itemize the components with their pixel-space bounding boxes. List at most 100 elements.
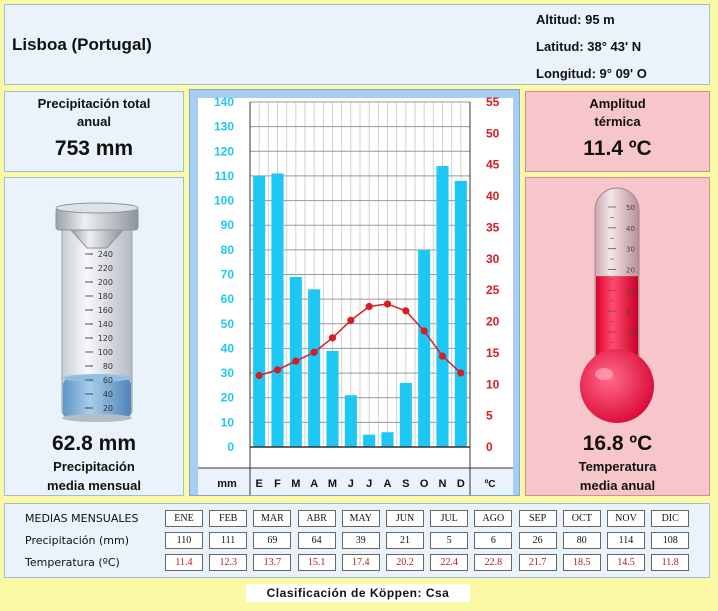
month-label: J (348, 478, 354, 490)
month-label: J (366, 478, 372, 490)
koppen-classification: Clasificación de Köppen: Csa (246, 584, 470, 602)
right-unit-label: ºC (485, 479, 496, 490)
right-tick-label: 20 (486, 315, 500, 329)
longitude-label: Longitud: 9° 09' O (536, 66, 647, 81)
left-tick-label: 30 (221, 366, 235, 380)
precipitation-cell: 5 (430, 532, 469, 549)
thermometer-tick-label: 40 (626, 225, 635, 233)
gauge-tick-label: 60 (103, 376, 113, 385)
left-tick-label: 40 (221, 341, 235, 355)
precipitation-row-label: Precipitación (mm) (25, 534, 130, 547)
precipitation-bar (344, 395, 357, 447)
temperature-point (310, 348, 318, 356)
thermometer-bulb (580, 349, 654, 423)
mean-precipitation-label-line2: media mensual (47, 478, 141, 493)
temperature-point (273, 366, 282, 374)
precipitation-bar (326, 350, 339, 447)
left-tick-label: 120 (214, 144, 234, 158)
thermometer-tick-label: -10 (626, 329, 637, 337)
left-tick-label: 130 (214, 120, 234, 134)
temperature-point (438, 352, 447, 360)
month-header-cell: MAY (341, 510, 380, 527)
right-tick-label: 40 (486, 189, 500, 203)
mean-precipitation-panel: 240 220 200 180 160 140 120 100 80 60 40 20 62.8 mm… (4, 177, 184, 496)
thermal-range-title-line2: térmica (594, 114, 641, 129)
total-precipitation-title-line2: anual (77, 114, 111, 129)
left-tick-label: 10 (221, 415, 235, 429)
right-tick-label: 5 (486, 409, 493, 423)
climate-chart-panel: 0 10 20 30 40 50 60 70 80 90 100 110 120 130 140 0 5 10 15… (189, 89, 520, 496)
month-label: S (402, 478, 409, 490)
precipitation-bar (399, 382, 412, 447)
precipitation-cell: 39 (341, 532, 380, 549)
mean-temperature-label-line1: Temperatura (578, 459, 657, 474)
gauge-tick-label: 100 (98, 348, 113, 357)
month-header-cell: SEP (518, 510, 557, 527)
monthly-means-table: MEDIAS MENSUALES Precipitación (mm) Temp… (4, 503, 710, 578)
header-panel: Lisboa (Portugal) Altitud: 95 m Latitud:… (4, 4, 710, 85)
precipitation-cell: 64 (297, 532, 336, 549)
right-tick-label: 25 (486, 283, 500, 297)
month-header-cell: ABR (297, 510, 336, 527)
temperature-cell: 20.2 (386, 554, 424, 571)
precipitation-cell: 108 (651, 532, 690, 549)
temperature-cell: 22.4 (430, 554, 469, 571)
left-tick-label: 100 (214, 194, 234, 208)
month-header-cell: JUL (430, 510, 469, 527)
gauge-tick-label: 40 (103, 390, 113, 399)
right-tick-label: 30 (486, 252, 500, 266)
month-header-cell: AGO (474, 510, 513, 527)
precipitation-bar (454, 180, 467, 447)
thermometer-tick-label: 10 (626, 287, 635, 295)
temperature-cell: 17.4 (341, 554, 380, 571)
precipitation-bar (253, 175, 266, 447)
month-label: A (384, 478, 392, 490)
temperature-point (420, 327, 428, 335)
month-header-cell: OCT (562, 510, 601, 527)
temperature-cell: 14.5 (607, 554, 645, 571)
precipitation-cell: 69 (253, 532, 292, 549)
thermometer-tick-label: 50 (626, 204, 635, 212)
gauge-tick-label: 160 (98, 306, 113, 315)
month-label: A (310, 478, 318, 490)
total-precipitation-title-line1: Precipitación total (37, 96, 151, 111)
temperature-cell: 12.3 (209, 554, 248, 571)
month-label: D (457, 478, 465, 490)
right-tick-label: 0 (486, 440, 493, 454)
precipitation-bar (271, 173, 284, 447)
month-label: O (420, 478, 429, 490)
gauge-tick-label: 220 (98, 264, 113, 273)
right-tick-label: 45 (486, 158, 500, 172)
right-tick-label: 55 (486, 95, 500, 109)
gauge-tick-label: 80 (103, 362, 113, 371)
temperature-row-label: Temperatura (ºC) (25, 556, 120, 569)
temperature-point (383, 300, 392, 308)
temperature-point (255, 371, 263, 380)
right-tick-label: 35 (486, 220, 500, 234)
month-label: M (291, 478, 300, 490)
temperature-point (402, 307, 410, 315)
left-tick-label: 50 (221, 317, 235, 331)
right-tick-label: 15 (486, 346, 500, 360)
temperature-cell: 13.7 (253, 554, 292, 571)
right-tick-label: 10 (486, 377, 500, 391)
month-header-cell: MAR (253, 510, 292, 527)
temperature-point (347, 316, 355, 324)
total-precipitation-panel: Precipitación total anual 753 mm (4, 91, 184, 172)
gauge-tick-label: 200 (98, 278, 113, 287)
precipitation-bar (381, 432, 394, 447)
precipitation-bar (308, 289, 321, 447)
gauge-tick-label: 240 (98, 250, 113, 259)
precipitation-bar (418, 249, 431, 447)
right-tick-label: 50 (486, 126, 500, 140)
temperature-point (457, 369, 465, 377)
climate-chart: 0 10 20 30 40 50 60 70 80 90 100 110 120 130 140 0 5 10 15… (198, 95, 513, 495)
gauge-water-level (63, 378, 131, 418)
gauge-tick-label: 20 (103, 404, 113, 413)
temperature-point (328, 334, 337, 342)
gauge-tick-label: 140 (98, 320, 113, 329)
month-label: F (274, 478, 281, 490)
precipitation-bar (363, 434, 376, 447)
month-label: E (255, 478, 262, 490)
temperature-cell: 11.4 (165, 554, 203, 571)
